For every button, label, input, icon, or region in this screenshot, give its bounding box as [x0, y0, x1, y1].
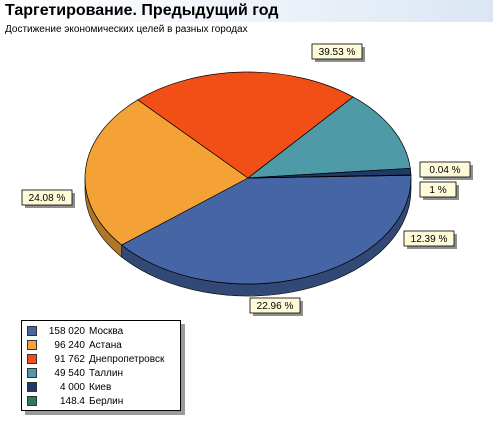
header-bar [0, 0, 493, 22]
legend-item-1: 96 240 Астана [22, 338, 180, 352]
data-label-3: 12.39 % [403, 230, 457, 249]
legend-label: Астана [89, 339, 122, 351]
pie-slice-таллин [246, 96, 411, 179]
data-label-1: 24.08 % [21, 189, 75, 208]
legend-item-2: 91 762 Днепропетровск [22, 352, 180, 366]
legend-swatch [27, 382, 37, 392]
data-label-2: 22.96 % [249, 297, 303, 316]
legend-value: 148.4 [59, 395, 85, 407]
pie-slice-москва [121, 174, 412, 285]
legend-value: 4 000 [59, 381, 85, 393]
legend-swatch [27, 354, 37, 364]
pie-slice-астана [84, 99, 249, 246]
legend-label: Таллин [89, 367, 123, 379]
legend-swatch [27, 396, 37, 406]
page-title: Таргетирование. Предыдущий год [5, 2, 279, 19]
svg-text:12.39 %: 12.39 % [411, 234, 448, 245]
svg-text:1 %: 1 % [429, 185, 446, 196]
legend-swatch [27, 368, 37, 378]
legend-swatch [27, 326, 37, 336]
legend-swatch [27, 340, 37, 350]
legend-label: Москва [89, 325, 124, 337]
legend-item-5: 148.4 Берлин [22, 394, 180, 408]
page-subtitle: Достижение экономических целей в разных … [5, 24, 248, 35]
legend-label: Берлин [89, 395, 124, 407]
svg-text:24.08 %: 24.08 % [29, 193, 66, 204]
data-label-4: 1 % [419, 181, 459, 200]
pie-slice-днепропетровск [137, 71, 354, 179]
legend-item-4: 4 000 Киев [22, 380, 180, 394]
svg-text:0.04 %: 0.04 % [429, 165, 460, 176]
data-label-0: 39.53 % [311, 43, 365, 62]
svg-text:22.96 %: 22.96 % [257, 301, 294, 312]
chart-legend: 158 020 Москва 96 240 Астана 91 762 Днепропет… [21, 320, 181, 411]
legend-value: 96 240 [54, 339, 85, 351]
legend-value: 158 020 [48, 325, 85, 337]
data-label-5: 0.04 % [419, 161, 473, 180]
legend-item-3: 49 540 Таллин [22, 366, 180, 380]
legend-item-0: 158 020 Москва [22, 324, 180, 338]
legend-value: 49 540 [54, 367, 85, 379]
pie-slice-берлин [247, 174, 412, 179]
legend-label: Днепропетровск [89, 353, 165, 365]
legend-label: Киев [89, 381, 112, 393]
svg-text:39.53 %: 39.53 % [319, 47, 356, 58]
legend-value: 91 762 [54, 353, 85, 365]
